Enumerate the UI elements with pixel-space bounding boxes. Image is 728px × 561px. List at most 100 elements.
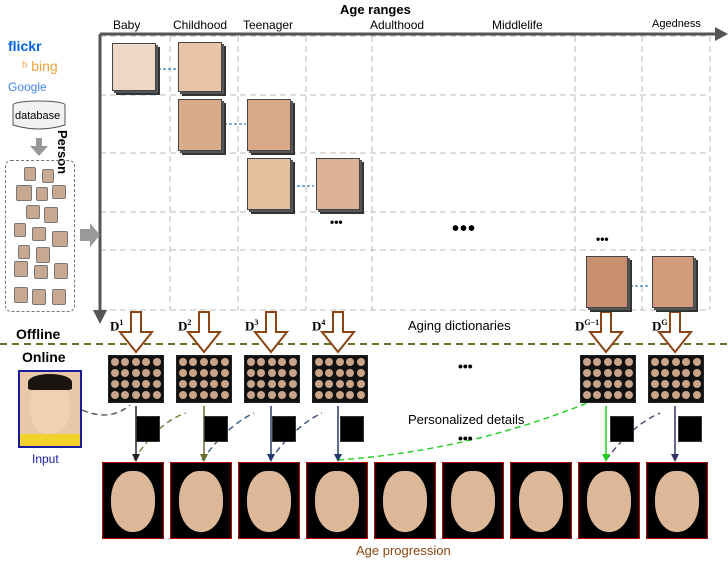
detail-box-4	[340, 416, 364, 442]
dict-label-g: DG	[652, 318, 668, 334]
dictionary-grid-g-minus-1	[580, 355, 636, 403]
dict-label-gm1-sup: G−1	[584, 318, 600, 327]
chart-title: Age ranges	[340, 2, 411, 17]
detail-box-2	[204, 416, 228, 442]
dictionary-face-cell	[247, 369, 255, 377]
dictionary-face-cell	[142, 391, 151, 399]
google-logo: Google	[8, 80, 47, 94]
dict-label-3-base: D	[245, 318, 255, 334]
dictionary-face-cell	[189, 358, 198, 366]
dict-label-3-sup: 3	[254, 318, 259, 327]
dictionary-face-cell	[131, 369, 140, 377]
face-thumbnail	[42, 169, 54, 183]
age-range-baby: Baby	[113, 18, 141, 32]
dictionary-face-cell	[288, 369, 297, 377]
result-face	[518, 470, 564, 532]
dictionary-face-cell	[257, 391, 266, 399]
dictionary-face-cell	[335, 380, 344, 388]
dictionary-face-cell	[682, 380, 691, 388]
face-thumbnail	[36, 187, 48, 201]
age-range-middlelife: Middlelife	[492, 18, 543, 32]
dictionary-face-cell	[346, 380, 355, 388]
bing-logo: ᵇ bing	[22, 58, 58, 74]
dictionary-face-cell	[210, 358, 219, 366]
dictionary-face-cell	[583, 391, 591, 399]
detail-box-g	[678, 416, 702, 442]
dictionary-face-cell	[661, 358, 670, 366]
face-card-aged-man	[652, 256, 694, 308]
input-hair	[28, 374, 72, 390]
dictionary-face-cell	[325, 369, 334, 377]
dict-label-3: D3	[245, 318, 258, 334]
dictionary-face-cell	[247, 391, 255, 399]
dict-label-2-sup: 2	[187, 318, 192, 327]
dict-label-4: D4	[312, 318, 325, 334]
dictionary-face-cell	[593, 358, 602, 366]
dictionary-face-cell	[278, 369, 287, 377]
input-shirt	[20, 434, 80, 446]
face-thumbnail	[14, 261, 28, 277]
dictionary-face-cell	[199, 380, 208, 388]
dictionary-face-cell	[267, 369, 276, 377]
dictionary-face-cell	[603, 358, 612, 366]
dictionary-face-cell	[220, 391, 229, 399]
dictionary-face-cell	[267, 380, 276, 388]
face-card-teen-boy	[247, 99, 291, 151]
dictionary-face-cell	[661, 369, 670, 377]
dictionary-face-cell	[315, 358, 323, 366]
dictionary-face-cell	[624, 380, 633, 388]
dictionary-face-cell	[583, 358, 591, 366]
dictionary-face-cell	[661, 380, 670, 388]
face-thumbnail	[44, 207, 58, 223]
dictionary-grid-3	[244, 355, 300, 403]
dictionary-face-cell	[199, 358, 208, 366]
dictionary-face-cell	[131, 358, 140, 366]
aging-dictionaries-label: Aging dictionaries	[408, 318, 511, 333]
dictionary-face-cell	[257, 358, 266, 366]
dictionary-face-cell	[278, 358, 287, 366]
result-face	[586, 470, 632, 532]
dictionary-face-cell	[356, 369, 365, 377]
dictionary-face-cell	[356, 380, 365, 388]
progression-result-5	[374, 462, 436, 539]
dictionary-face-cell	[325, 391, 334, 399]
dictionary-face-cell	[346, 391, 355, 399]
dictionary-face-cell	[692, 369, 701, 377]
dictionary-face-cell	[189, 369, 198, 377]
dict-label-1-sup: 1	[119, 318, 124, 327]
dictionary-face-cell	[593, 369, 602, 377]
dictionary-face-cell	[325, 380, 334, 388]
dictionary-face-cell	[603, 369, 612, 377]
dictionary-face-cell	[335, 391, 344, 399]
result-face	[246, 470, 292, 532]
dict-label-2-base: D	[178, 318, 188, 334]
dictionary-face-cell	[210, 391, 219, 399]
face-thumbnail	[14, 223, 26, 237]
dictionary-face-cell	[356, 391, 365, 399]
dictionary-face-cell	[111, 369, 119, 377]
dictionary-face-cell	[257, 380, 266, 388]
input-image	[18, 370, 82, 448]
dictionary-face-cell	[593, 380, 602, 388]
dictionary-face-cell	[121, 380, 130, 388]
age-range-adulthood: Adulthood	[370, 18, 425, 32]
dictionary-face-cell	[614, 380, 623, 388]
dict-label-4-sup: 4	[321, 318, 326, 327]
progression-result-7	[510, 462, 572, 539]
dict-label-1-base: D	[110, 318, 120, 334]
ellipsis-dictionaries: •••	[458, 358, 473, 374]
dictionary-face-cell	[315, 369, 323, 377]
dictionary-grid-2	[176, 355, 232, 403]
database-label: database	[15, 110, 61, 122]
face-thumbnail	[16, 185, 32, 201]
dictionary-face-cell	[671, 380, 680, 388]
flickr-logo: flickr	[8, 38, 41, 54]
dict-label-1: D1	[110, 318, 123, 334]
dictionary-face-cell	[142, 380, 151, 388]
dictionary-face-cell	[210, 380, 219, 388]
ellipsis-large: •••	[452, 218, 477, 240]
dictionary-face-cell	[651, 380, 659, 388]
dict-label-2: D2	[178, 318, 191, 334]
dictionary-grid-1	[108, 355, 164, 403]
progression-result-3	[238, 462, 300, 539]
